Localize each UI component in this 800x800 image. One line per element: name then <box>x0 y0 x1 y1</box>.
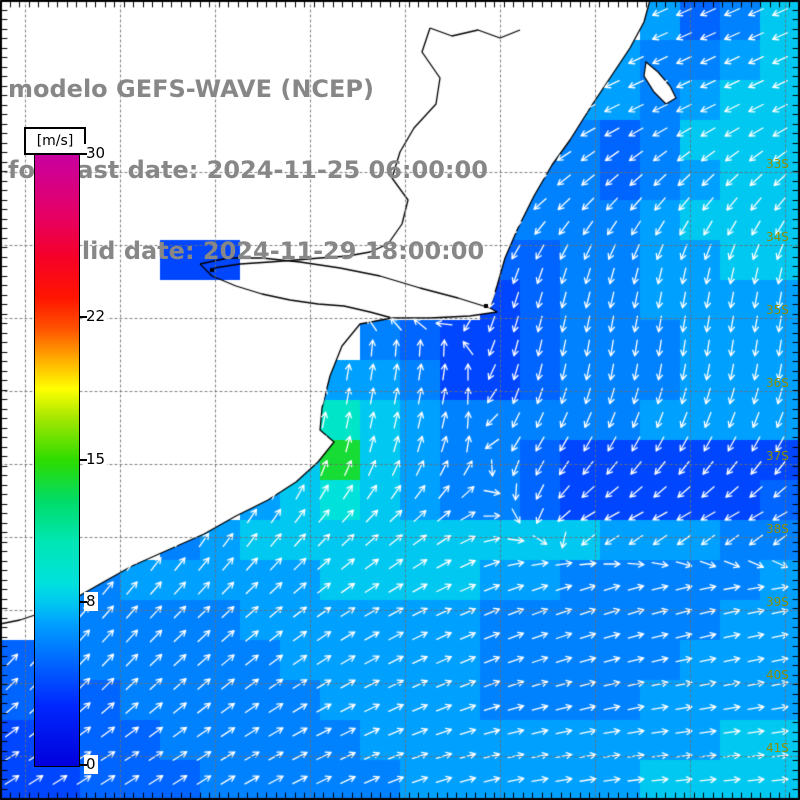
colorbar-gradient <box>34 154 80 767</box>
lat-label-40s: 40S <box>766 668 789 682</box>
colorbar-tick-label: 15 <box>84 449 108 469</box>
colorbar-tick-label: 22 <box>84 306 108 326</box>
lat-label-39s: 39S <box>766 595 789 609</box>
colorbar-tick <box>79 601 87 604</box>
lat-label-37s: 37S <box>766 449 789 463</box>
lat-label-41s: 41S <box>766 741 789 755</box>
lat-label-35s: 35S <box>766 303 789 317</box>
model-title: modelo GEFS-WAVE (NCEP) <box>8 75 374 103</box>
colorbar-tick-label: 30 <box>84 144 108 163</box>
lat-label-33s: 33S <box>766 157 789 171</box>
lat-label-34s: 34S <box>766 230 789 244</box>
colorbar-tick-label: 8 <box>84 592 98 612</box>
colorbar-tick <box>79 153 87 155</box>
lat-label-36s: 36S <box>766 376 789 390</box>
lat-label-38s: 38S <box>766 522 789 536</box>
colorbar-tick <box>79 458 87 461</box>
colorbar-tick <box>79 315 87 318</box>
colorbar-tick-label: 0 <box>84 755 98 774</box>
colorbar-tick <box>79 764 87 766</box>
colorbar-unit-label: [m/s] <box>24 127 86 155</box>
